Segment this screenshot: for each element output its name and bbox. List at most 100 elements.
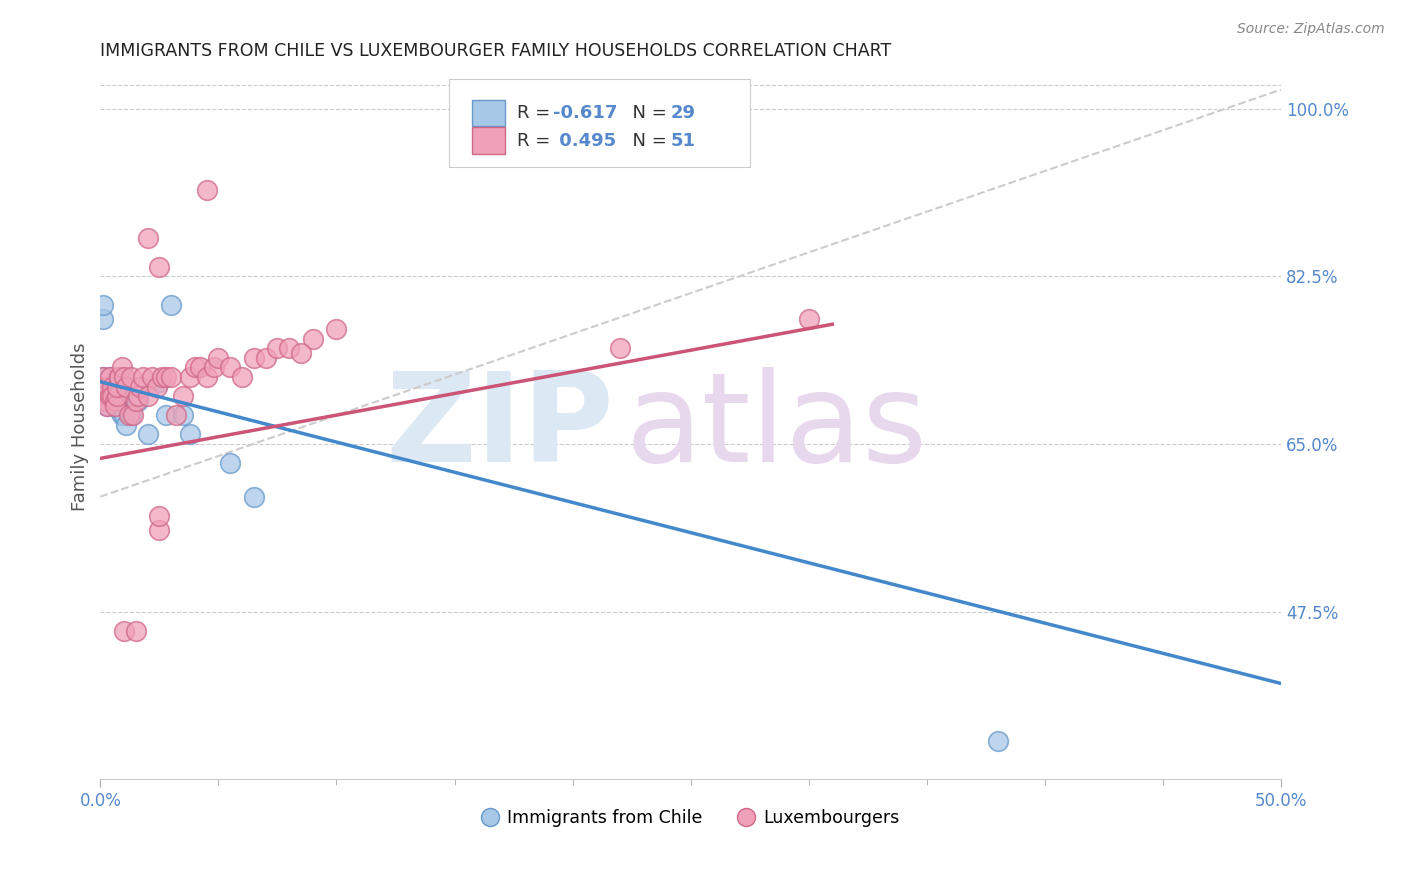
Point [155,370,177,384]
Point [94,379,117,393]
Point [112,409,135,423]
Point [108,370,131,384]
Point [103,399,125,413]
Point [112,370,135,384]
Point [125,624,148,638]
Text: -0.617: -0.617 [553,104,617,122]
Point [96,399,118,413]
Point [120,370,142,384]
Text: N =: N = [621,131,672,150]
Point [243,490,266,504]
Text: 0.495: 0.495 [553,131,616,150]
Point [98,370,121,384]
Point [112,624,135,638]
Point [148,523,170,537]
Point [105,379,128,393]
Point [101,379,124,393]
Text: N =: N = [621,104,672,122]
Point [243,351,266,365]
Point [101,389,124,403]
Point [148,375,170,389]
Point [219,360,242,375]
Point [302,332,325,346]
Point [120,409,142,423]
Point [115,417,138,432]
Point [91,370,114,384]
Point [127,389,149,403]
Text: 51: 51 [671,131,696,150]
Point [195,370,218,384]
Point [108,403,131,417]
Point [98,370,121,384]
Point [98,389,121,403]
Point [96,393,118,408]
Point [105,399,128,413]
Y-axis label: Family Households: Family Households [72,343,89,511]
Point [105,389,128,403]
Point [207,351,229,365]
Point [110,409,132,423]
Point [129,379,152,393]
Point [165,409,187,423]
Point [325,322,347,336]
Point [96,399,118,413]
Point [101,393,124,408]
Point [160,298,183,312]
Point [290,346,312,360]
FancyBboxPatch shape [472,100,505,127]
Point [94,393,117,408]
Point [188,360,211,375]
Point [148,508,170,523]
Point [172,409,194,423]
Point [103,393,125,408]
Point [155,409,177,423]
Point [103,389,125,403]
Point [94,389,117,403]
Point [609,341,631,355]
Point [231,370,253,384]
FancyBboxPatch shape [472,128,505,154]
Point [91,379,114,393]
Point [103,393,125,408]
Point [254,351,277,365]
Point [127,393,149,408]
Point [987,734,1010,748]
Point [132,370,155,384]
Text: 29: 29 [671,104,696,122]
FancyBboxPatch shape [449,78,749,167]
Point [110,360,132,375]
Point [160,370,183,384]
Point [219,456,242,470]
Point [91,370,114,384]
Point [118,409,141,423]
Point [172,389,194,403]
Point [179,427,201,442]
Point [266,341,288,355]
Point [179,370,201,384]
Point [105,379,128,393]
Point [148,260,170,274]
Point [141,370,163,384]
Legend: Immigrants from Chile, Luxembourgers: Immigrants from Chile, Luxembourgers [474,802,907,834]
Point [108,389,131,403]
Point [146,379,169,393]
Point [195,183,218,197]
Point [91,298,114,312]
Point [115,379,138,393]
Point [136,389,159,403]
Point [91,312,114,326]
Point [184,360,207,375]
Text: Source: ZipAtlas.com: Source: ZipAtlas.com [1237,22,1385,37]
Point [202,360,225,375]
Point [98,389,121,403]
Point [797,312,820,326]
Point [278,341,301,355]
Text: R =: R = [517,104,557,122]
Text: atlas: atlas [626,367,928,488]
Point [96,379,118,393]
Text: IMMIGRANTS FROM CHILE VS LUXEMBOURGER FAMILY HOUSEHOLDS CORRELATION CHART: IMMIGRANTS FROM CHILE VS LUXEMBOURGER FA… [100,42,891,60]
Point [122,409,145,423]
Point [101,379,124,393]
Point [125,393,148,408]
Point [136,427,159,442]
